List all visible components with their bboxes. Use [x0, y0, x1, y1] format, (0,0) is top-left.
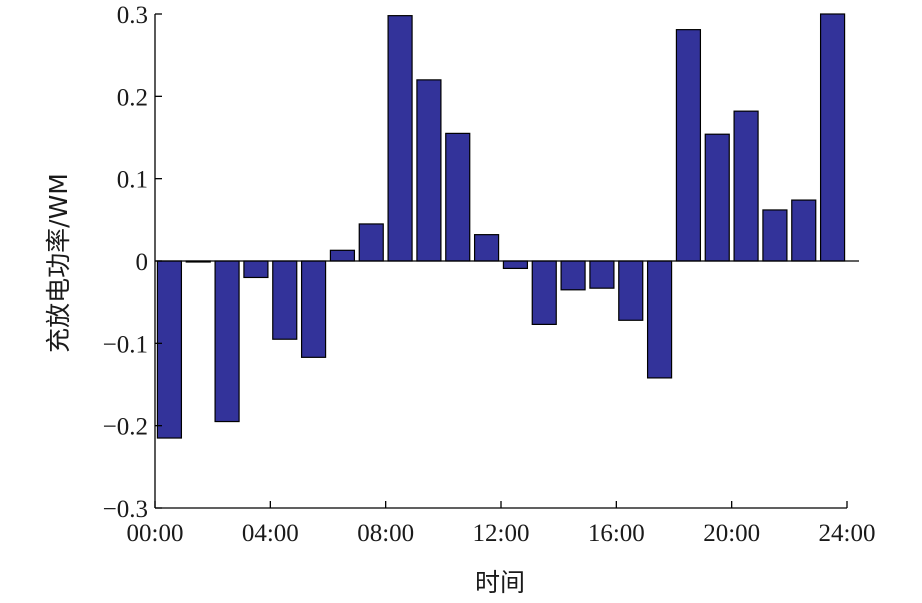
bar-12	[473, 234, 500, 262]
bar-17	[618, 260, 644, 321]
labels-layer: −0.3 −0.2 −0.1 0 0.1 0.2 0.3 00:00 04:00 08:00 12:…	[103, 2, 876, 547]
bar-11	[445, 132, 471, 262]
bar-18	[646, 260, 673, 379]
y-tick-label: −0.3	[103, 496, 148, 523]
x-tick-label: 20:00	[703, 520, 760, 547]
y-tick-label: 0.3	[117, 2, 148, 29]
bar-14	[531, 260, 557, 326]
bar-5	[272, 260, 298, 340]
x-axis-title: 时间	[475, 568, 525, 597]
bar-1	[156, 260, 183, 439]
bar-20	[704, 133, 730, 262]
x-tick-label: 08:00	[357, 520, 414, 547]
bar-23	[791, 199, 817, 262]
bar-24	[819, 13, 846, 262]
y-axis-title: 充放电功率/WM	[44, 173, 73, 353]
bar-3	[214, 260, 240, 423]
bar-8	[358, 223, 384, 262]
bars-layer	[156, 13, 846, 439]
bar-4	[243, 260, 269, 279]
bar-16	[589, 260, 615, 289]
axes-layer	[154, 13, 859, 509]
x-tick-label: 16:00	[588, 520, 645, 547]
x-tick-label: 04:00	[242, 520, 299, 547]
bar-9	[387, 15, 413, 262]
y-tick-label: −0.1	[103, 331, 148, 358]
bar-21	[733, 110, 759, 262]
bar-10	[416, 79, 442, 262]
bar-6	[300, 260, 327, 358]
bar-19	[675, 29, 702, 262]
y-tick-label: −0.2	[103, 414, 148, 441]
y-tick-label: 0.1	[117, 167, 148, 194]
bar-7	[329, 249, 356, 262]
y-tick-label: 0.2	[117, 84, 148, 111]
bar-13	[502, 260, 529, 270]
y-tick-label: 0	[136, 249, 149, 276]
bar-22	[762, 209, 788, 262]
x-tick-label: 12:00	[473, 520, 530, 547]
x-tick-label: 24:00	[819, 520, 876, 547]
bar-15	[560, 260, 586, 291]
x-tick-label: 00:00	[127, 520, 184, 547]
